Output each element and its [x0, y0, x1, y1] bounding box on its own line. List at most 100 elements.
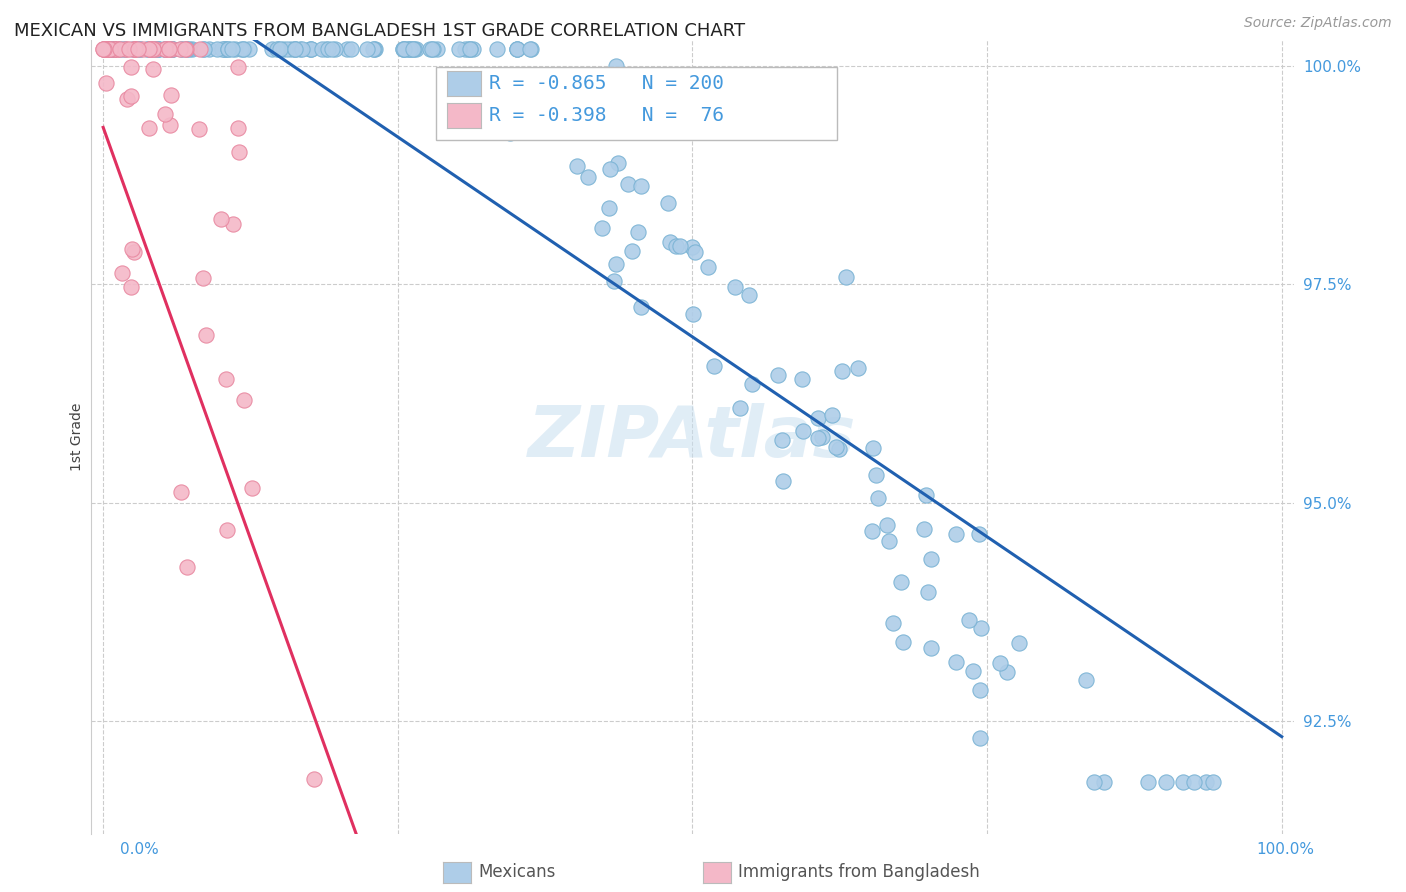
Point	[97, 42, 120, 56]
Point	[724, 280, 747, 294]
Point	[658, 235, 681, 250]
Point	[138, 42, 160, 56]
Point	[221, 42, 243, 56]
Point	[969, 731, 991, 745]
Point	[139, 42, 162, 56]
Point	[108, 42, 131, 56]
Point	[299, 42, 322, 56]
Point	[188, 42, 211, 56]
Point	[117, 42, 139, 56]
Point	[605, 257, 627, 271]
Point	[93, 42, 115, 56]
Point	[174, 42, 197, 56]
Point	[105, 42, 128, 56]
Point	[315, 42, 337, 56]
Point	[229, 42, 252, 56]
Point	[142, 42, 165, 56]
Point	[112, 42, 135, 56]
Point	[422, 42, 444, 56]
Text: ZIPAtlas: ZIPAtlas	[529, 402, 856, 472]
Point	[153, 42, 176, 56]
Point	[620, 244, 643, 259]
Point	[159, 42, 181, 56]
Point	[668, 239, 690, 253]
Point	[860, 524, 883, 538]
Point	[630, 178, 652, 193]
Point	[98, 42, 121, 56]
Point	[120, 60, 142, 74]
Point	[422, 42, 444, 56]
Point	[519, 42, 541, 56]
Point	[124, 42, 146, 56]
Point	[321, 42, 343, 56]
Point	[120, 89, 142, 103]
Point	[419, 42, 441, 56]
Point	[506, 42, 529, 56]
Point	[129, 42, 152, 56]
Point	[97, 42, 120, 56]
Point	[121, 42, 143, 56]
Point	[103, 42, 125, 56]
Point	[311, 42, 333, 56]
Point	[454, 42, 477, 56]
Point	[136, 42, 159, 56]
Point	[162, 42, 184, 56]
Point	[486, 42, 509, 56]
Point	[162, 42, 184, 56]
Point	[336, 42, 359, 56]
Point	[267, 42, 290, 56]
Point	[160, 42, 183, 56]
Point	[825, 440, 848, 454]
Point	[890, 574, 912, 589]
Point	[447, 42, 470, 56]
Point	[160, 42, 183, 56]
Point	[266, 42, 288, 56]
Point	[169, 42, 191, 56]
Point	[188, 121, 211, 136]
Point	[191, 271, 214, 285]
Point	[117, 42, 139, 56]
Point	[103, 42, 125, 56]
Point	[398, 42, 420, 56]
Point	[124, 42, 146, 56]
Point	[1007, 636, 1029, 650]
Point	[273, 42, 295, 56]
Point	[91, 42, 114, 56]
Point	[828, 442, 851, 457]
Point	[284, 42, 307, 56]
Point	[920, 552, 942, 566]
Point	[446, 101, 468, 115]
Point	[316, 42, 339, 56]
Point	[962, 665, 984, 679]
Point	[394, 42, 416, 56]
Point	[153, 42, 176, 56]
Point	[176, 560, 198, 574]
Point	[138, 120, 160, 135]
Point	[912, 522, 935, 536]
Point	[122, 42, 145, 56]
Point	[217, 42, 239, 56]
Point	[426, 42, 449, 56]
Point	[1083, 774, 1105, 789]
Point	[170, 485, 193, 500]
Point	[97, 42, 120, 56]
Point	[957, 613, 980, 627]
Point	[124, 244, 146, 259]
Point	[238, 42, 260, 56]
Point	[148, 42, 170, 56]
Point	[233, 393, 256, 408]
Point	[262, 42, 284, 56]
Point	[193, 42, 215, 56]
Point	[891, 635, 914, 649]
Point	[534, 112, 557, 127]
Point	[214, 42, 236, 56]
Point	[288, 42, 311, 56]
Point	[159, 118, 181, 132]
Point	[93, 42, 115, 56]
Point	[363, 42, 385, 56]
Point	[191, 42, 214, 56]
Point	[103, 42, 125, 56]
Point	[156, 42, 179, 56]
Point	[506, 42, 529, 56]
Point	[228, 60, 250, 74]
